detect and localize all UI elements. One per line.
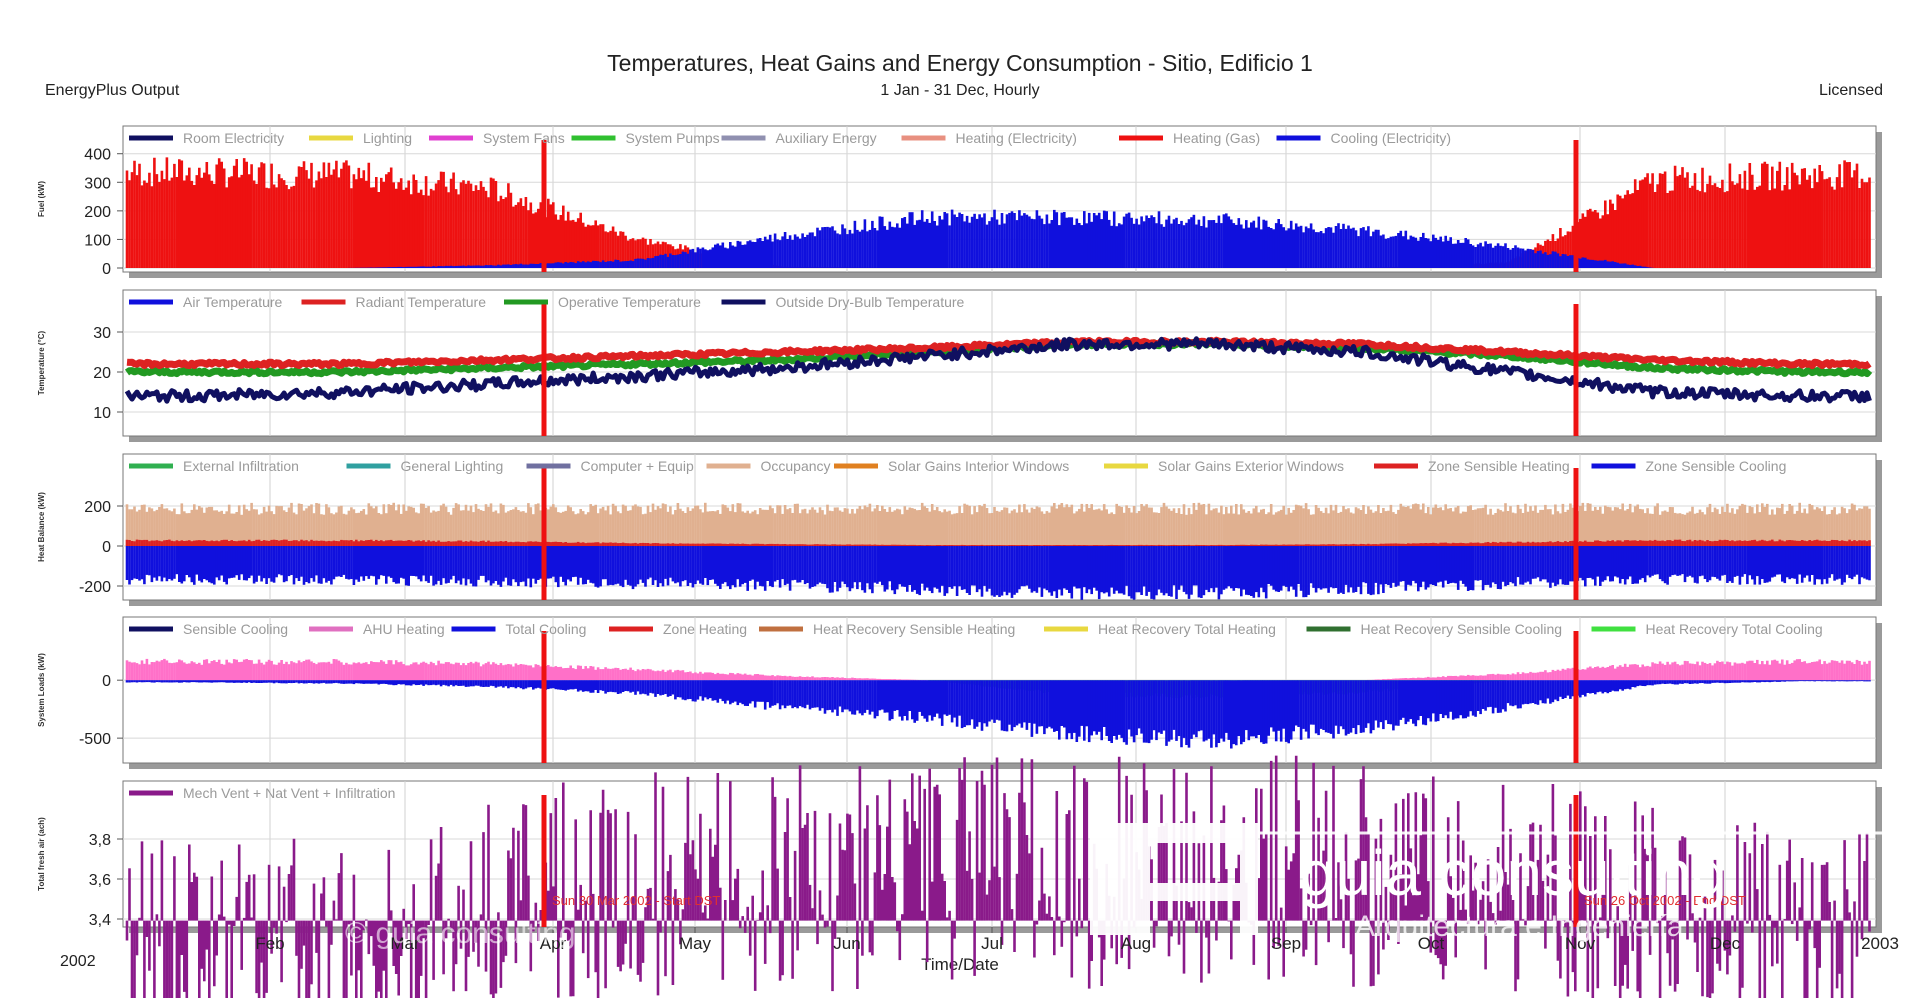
y-axis-label: Temperature (°C): [37, 330, 46, 395]
legend-entry: Solar Gains Exterior Windows: [1158, 458, 1344, 474]
legend-entry: Cooling (Electricity): [1331, 130, 1452, 146]
series-ahu-heating: [125, 658, 1871, 681]
chart-subtitle: 1 Jan - 31 Dec, Hourly: [880, 82, 1040, 99]
legend: Sensible Cooling AHU Heating Total Cooling…: [129, 621, 1823, 637]
series-total-cooling: [125, 680, 1871, 749]
y-axis-label: Heat Balance (kW): [37, 492, 46, 562]
legend-entry: Solar Gains Interior Windows: [888, 458, 1069, 474]
y-tick-label: 10: [93, 405, 111, 422]
y-tick-label: -500: [79, 731, 111, 748]
legend-entry: System Pumps: [626, 130, 720, 146]
legend: Room Electricity Lighting System Fans Syste…: [129, 130, 1451, 146]
legend-entry: Operative Temperature: [558, 294, 701, 310]
y-tick-label: -200: [79, 579, 111, 596]
legend-entry: Zone Heating: [663, 621, 747, 637]
legend: External Infiltration General Lighting Com…: [129, 458, 1786, 474]
y-tick-label: 3,4: [89, 912, 111, 929]
legend-entry: External Infiltration: [183, 458, 299, 474]
y-tick-label: 0: [102, 261, 111, 278]
legend-entry: Occupancy: [761, 458, 831, 474]
legend-entry: Auxiliary Energy: [776, 130, 877, 146]
legend-entry: Zone Sensible Cooling: [1646, 458, 1787, 474]
series-zone-sensible-cooling: [125, 546, 1871, 600]
legend-entry: Heating (Gas): [1173, 130, 1260, 146]
y-tick-label: 200: [84, 204, 111, 221]
legend-entry: Air Temperature: [183, 294, 283, 310]
y-tick-label: 3,8: [89, 832, 111, 849]
panel-fuel: 0 100 200 300 400 Fuel (kW) Room Electricity Li…: [37, 125, 1882, 278]
y-tick-label: 400: [84, 147, 111, 164]
legend-entry: Heat Recovery Sensible Cooling: [1361, 621, 1563, 637]
chart-title: Temperatures, Heat Gains and Energy Cons…: [607, 50, 1313, 76]
legend-entry: Room Electricity: [183, 130, 284, 146]
y-tick-label: 100: [84, 232, 111, 249]
legend-entry: Heat Recovery Total Cooling: [1646, 621, 1823, 637]
panel-temperature: 10 20 30 Temperature (°C) Air Temperature Rad…: [37, 289, 1882, 442]
legend-entry: Outside Dry-Bulb Temperature: [776, 294, 965, 310]
legend-entry: Heat Recovery Total Heating: [1098, 621, 1276, 637]
legend-entry: Computer + Equip: [581, 458, 694, 474]
legend-entry: General Lighting: [401, 458, 504, 474]
panel-heat_balance: -200 0 200 Heat Balance (kW) External Infilt…: [37, 453, 1882, 606]
series-zone-sensible-heating: [125, 539, 1871, 546]
y-tick-label: 0: [102, 539, 111, 556]
license-label: Licensed: [1818, 82, 1883, 99]
year-start-label: 2002: [60, 953, 96, 970]
data-line: [124, 336, 1872, 404]
legend-entry: Total Cooling: [506, 621, 587, 637]
y-tick-label: 30: [93, 325, 111, 342]
y-tick-label: 300: [84, 175, 111, 192]
series-outside-dry-bulb-temperature: [124, 336, 1872, 404]
y-tick-label: 20: [93, 365, 111, 382]
y-tick-label: 200: [84, 499, 111, 516]
series-cooling-electricity-: [347, 209, 1654, 268]
y-axis-label: Fuel (kW): [37, 181, 46, 217]
data-line: [126, 336, 1872, 370]
legend-entry: System Fans: [483, 130, 565, 146]
legend-entry: Lighting: [363, 130, 412, 146]
x-axis-label: Time/Date: [921, 955, 999, 974]
legend-entry: Heating (Electricity): [956, 130, 1077, 146]
output-label: EnergyPlus Output: [45, 82, 180, 99]
legend-entry: Radiant Temperature: [356, 294, 487, 310]
y-axis-label: Total fresh air (ach): [37, 817, 46, 891]
legend: Air Temperature Radiant Temperature Operat…: [129, 294, 965, 310]
y-axis-label: System Loads (kW): [37, 653, 46, 727]
series-radiant-temperature: [126, 336, 1872, 370]
series-occupancy: [125, 502, 1871, 546]
legend-entry: Heat Recovery Sensible Heating: [813, 621, 1015, 637]
panel-system_loads: -500 0 System Loads (kW) Sensible Cooling AH…: [37, 616, 1882, 769]
legend-entry: AHU Heating: [363, 621, 445, 637]
y-tick-label: 3,6: [89, 872, 111, 889]
y-tick-label: 0: [102, 673, 111, 690]
legend-entry: Sensible Cooling: [183, 621, 288, 637]
legend-entry: Zone Sensible Heating: [1428, 458, 1570, 474]
